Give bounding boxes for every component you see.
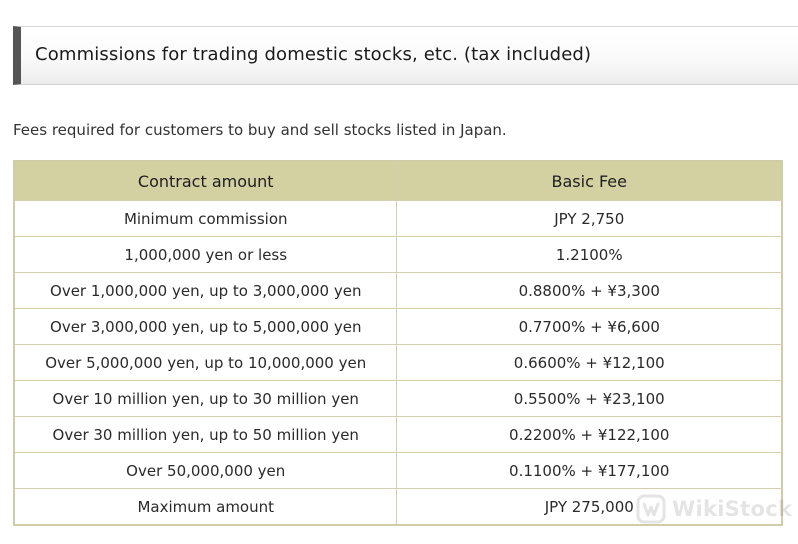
basic-fee-cell: 0.5500% + ¥23,100 [396,380,783,417]
contract-amount-cell: Over 5,000,000 yen, up to 10,000,000 yen [13,344,398,381]
table-row: Over 3,000,000 yen, up to 5,000,000 yen … [13,308,783,345]
basic-fee-cell: 0.8800% + ¥3,300 [396,272,783,309]
table-row: Over 30 million yen, up to 50 million ye… [13,416,783,453]
contract-amount-cell: Maximum amount [13,488,398,526]
contract-amount-cell: Over 10 million yen, up to 30 million ye… [13,380,398,417]
table-row: Over 50,000,000 yen 0.1100% + ¥177,100 [13,452,783,489]
basic-fee-cell: 0.7700% + ¥6,600 [396,308,783,345]
column-header-contract-amount: Contract amount [13,160,398,201]
contract-amount-cell: Minimum commission [13,200,398,237]
contract-amount-cell: Over 50,000,000 yen [13,452,398,489]
table-row: Minimum commission JPY 2,750 [13,200,783,237]
commission-table: Contract amount Basic Fee Minimum commis… [13,160,783,526]
section-title: Commissions for trading domestic stocks,… [35,44,592,65]
contract-amount-cell: Over 3,000,000 yen, up to 5,000,000 yen [13,308,398,345]
basic-fee-cell: 0.1100% + ¥177,100 [396,452,783,489]
table-row: 1,000,000 yen or less 1.2100% [13,236,783,273]
basic-fee-cell: 0.6600% + ¥12,100 [396,344,783,381]
basic-fee-cell: JPY 2,750 [396,200,783,237]
column-header-basic-fee: Basic Fee [396,160,783,201]
contract-amount-cell: 1,000,000 yen or less [13,236,398,273]
contract-amount-cell: Over 1,000,000 yen, up to 3,000,000 yen [13,272,398,309]
contract-amount-cell: Over 30 million yen, up to 50 million ye… [13,416,398,453]
section-header: Commissions for trading domestic stocks,… [13,26,798,85]
basic-fee-cell: 1.2100% [396,236,783,273]
intro-text: Fees required for customers to buy and s… [13,121,507,139]
table-row: Over 5,000,000 yen, up to 10,000,000 yen… [13,344,783,381]
table-row: Over 10 million yen, up to 30 million ye… [13,380,783,417]
basic-fee-cell: 0.2200% + ¥122,100 [396,416,783,453]
basic-fee-cell: JPY 275,000 [396,488,783,526]
table-row: Maximum amount JPY 275,000 [13,488,783,526]
table-row: Over 1,000,000 yen, up to 3,000,000 yen … [13,272,783,309]
table-header-row: Contract amount Basic Fee [13,160,783,201]
